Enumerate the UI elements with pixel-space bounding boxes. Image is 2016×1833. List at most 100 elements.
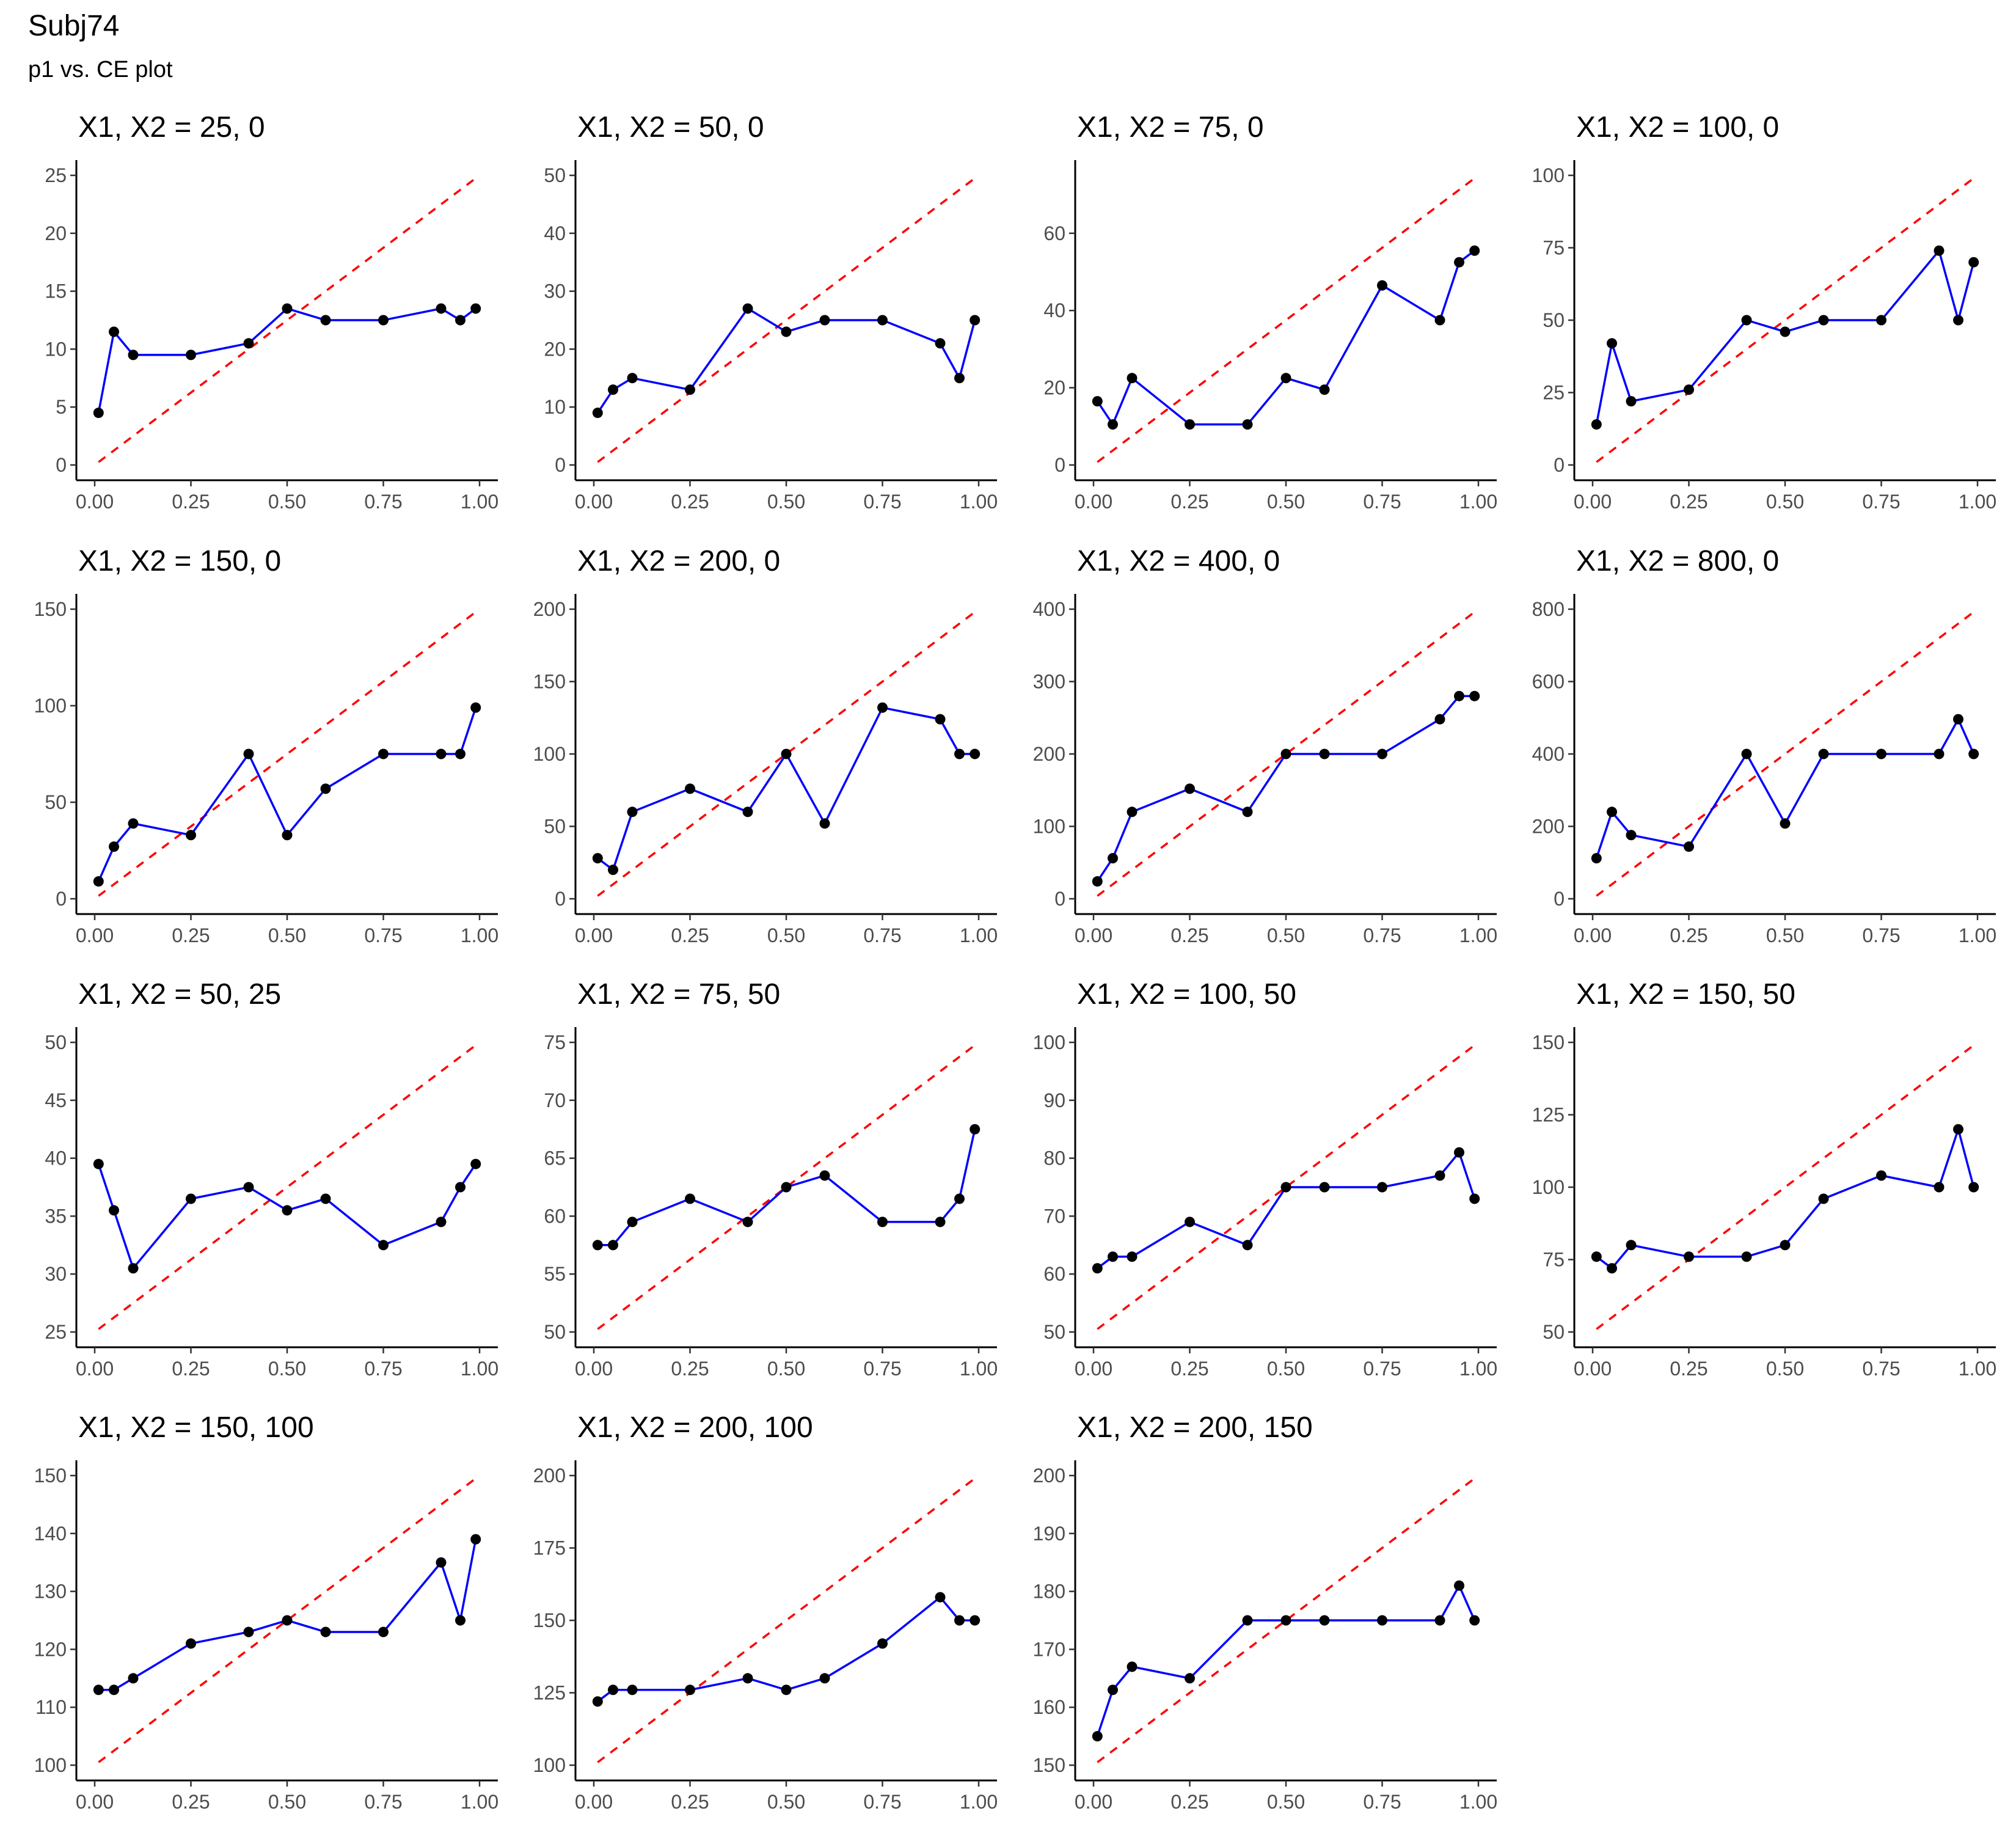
data-point bbox=[93, 1158, 104, 1169]
x-tick-label: 1.00 bbox=[1959, 491, 1996, 513]
y-tick-label: 20 bbox=[544, 338, 566, 360]
data-point bbox=[1127, 1661, 1138, 1672]
data-point bbox=[592, 1696, 603, 1707]
panel-title: X1, X2 = 100, 50 bbox=[1077, 978, 1296, 1011]
x-tick-label: 0.00 bbox=[1075, 1791, 1112, 1813]
data-point bbox=[243, 1182, 254, 1193]
panel-10: X1, X2 = 75, 50 50 55 60 65 70 75 0.00 0.25 0.50 0… bbox=[544, 978, 998, 1380]
x-tick-label: 0.75 bbox=[364, 1791, 402, 1813]
x-tick-label: 1.00 bbox=[960, 1358, 998, 1380]
y-tick-label: 100 bbox=[1532, 1176, 1565, 1198]
y-tick-label: 45 bbox=[45, 1089, 67, 1111]
x-tick-label: 0.75 bbox=[863, 1358, 901, 1380]
y-tick-label: 50 bbox=[45, 1031, 67, 1053]
panel-title: X1, X2 = 200, 0 bbox=[577, 545, 780, 577]
x-tick-label: 0.00 bbox=[1574, 924, 1612, 946]
x-tick-label: 0.25 bbox=[671, 1358, 709, 1380]
series-line bbox=[97, 307, 477, 414]
data-point bbox=[1469, 245, 1480, 256]
x-tick-label: 0.25 bbox=[1670, 1358, 1707, 1380]
series-line bbox=[1595, 248, 1975, 425]
y-tick-label: 0 bbox=[1054, 888, 1065, 910]
data-point bbox=[1953, 1124, 1963, 1135]
x-tick-label: 0.50 bbox=[1766, 1358, 1804, 1380]
data-point bbox=[1280, 748, 1291, 759]
data-point bbox=[742, 1217, 753, 1227]
data-point bbox=[1092, 396, 1103, 407]
data-point bbox=[455, 315, 466, 326]
panel-title: X1, X2 = 50, 25 bbox=[78, 978, 281, 1011]
data-point bbox=[109, 1205, 119, 1216]
x-tick-label: 0.25 bbox=[1171, 491, 1208, 513]
data-point bbox=[1953, 315, 1963, 326]
data-point bbox=[1108, 1251, 1118, 1262]
y-tick-label: 25 bbox=[1543, 382, 1565, 404]
x-tick-label: 0.50 bbox=[1766, 924, 1804, 946]
data-point bbox=[1185, 419, 1195, 430]
data-point bbox=[935, 1592, 946, 1603]
y-tick-label: 100 bbox=[533, 1754, 566, 1776]
data-point bbox=[592, 1240, 603, 1251]
data-point bbox=[935, 338, 946, 349]
series-line bbox=[1595, 717, 1975, 859]
data-point bbox=[1780, 1240, 1791, 1251]
y-tick-label: 65 bbox=[544, 1147, 566, 1169]
x-tick-label: 0.75 bbox=[364, 491, 402, 513]
data-point bbox=[1092, 1731, 1103, 1742]
x-tick-label: 0.50 bbox=[1267, 1791, 1305, 1813]
data-point bbox=[970, 315, 981, 326]
data-point bbox=[1242, 419, 1253, 430]
data-point bbox=[1108, 853, 1118, 864]
data-point bbox=[282, 830, 293, 841]
data-point bbox=[1319, 748, 1330, 759]
data-point bbox=[320, 315, 331, 326]
panel-title: X1, X2 = 150, 0 bbox=[78, 545, 281, 577]
data-point bbox=[93, 1685, 104, 1696]
y-tick-label: 10 bbox=[544, 396, 566, 418]
x-tick-label: 0.25 bbox=[172, 1791, 210, 1813]
y-tick-label: 50 bbox=[544, 1321, 566, 1343]
y-tick-label: 200 bbox=[533, 598, 566, 620]
panel-title: X1, X2 = 200, 100 bbox=[577, 1411, 813, 1444]
data-point bbox=[742, 807, 753, 818]
data-point bbox=[970, 1615, 981, 1626]
data-point bbox=[954, 373, 965, 384]
data-point bbox=[1280, 1615, 1291, 1626]
y-tick-label: 35 bbox=[45, 1205, 67, 1227]
data-point bbox=[1968, 748, 1979, 759]
y-tick-label: 160 bbox=[1033, 1696, 1065, 1718]
data-point bbox=[1626, 1240, 1637, 1251]
data-point bbox=[877, 315, 888, 326]
data-point bbox=[1934, 1182, 1945, 1193]
data-point bbox=[935, 1217, 946, 1227]
data-point bbox=[627, 1217, 638, 1227]
data-point bbox=[819, 1170, 830, 1181]
y-tick-label: 60 bbox=[544, 1205, 566, 1227]
data-point bbox=[742, 303, 753, 314]
data-point bbox=[455, 748, 466, 759]
y-tick-label: 20 bbox=[45, 222, 67, 244]
y-tick-label: 150 bbox=[1033, 1754, 1065, 1776]
panel-6: X1, X2 = 200, 0 0 50 100 150 200 0.00 0.25 0.50 0… bbox=[533, 545, 998, 946]
x-tick-label: 0.25 bbox=[1670, 924, 1707, 946]
data-point bbox=[320, 783, 331, 794]
y-tick-label: 55 bbox=[544, 1263, 566, 1285]
data-point bbox=[1469, 1615, 1480, 1626]
data-point bbox=[1185, 783, 1195, 794]
reference-line bbox=[597, 177, 976, 463]
y-tick-label: 75 bbox=[1543, 237, 1565, 259]
y-tick-label: 30 bbox=[45, 1263, 67, 1285]
x-tick-label: 1.00 bbox=[1459, 1791, 1497, 1813]
y-tick-label: 40 bbox=[45, 1147, 67, 1169]
data-point bbox=[436, 1557, 447, 1568]
panel-title: X1, X2 = 800, 0 bbox=[1576, 545, 1779, 577]
data-point bbox=[378, 1626, 389, 1637]
y-tick-label: 100 bbox=[1033, 816, 1065, 838]
data-point bbox=[1968, 257, 1979, 268]
data-point bbox=[954, 1615, 965, 1626]
chart-subtitle: p1 vs. CE plot bbox=[28, 57, 173, 82]
data-point bbox=[1469, 690, 1480, 701]
data-point bbox=[1377, 280, 1387, 291]
data-point bbox=[627, 807, 638, 818]
x-tick-label: 0.75 bbox=[364, 1358, 402, 1380]
